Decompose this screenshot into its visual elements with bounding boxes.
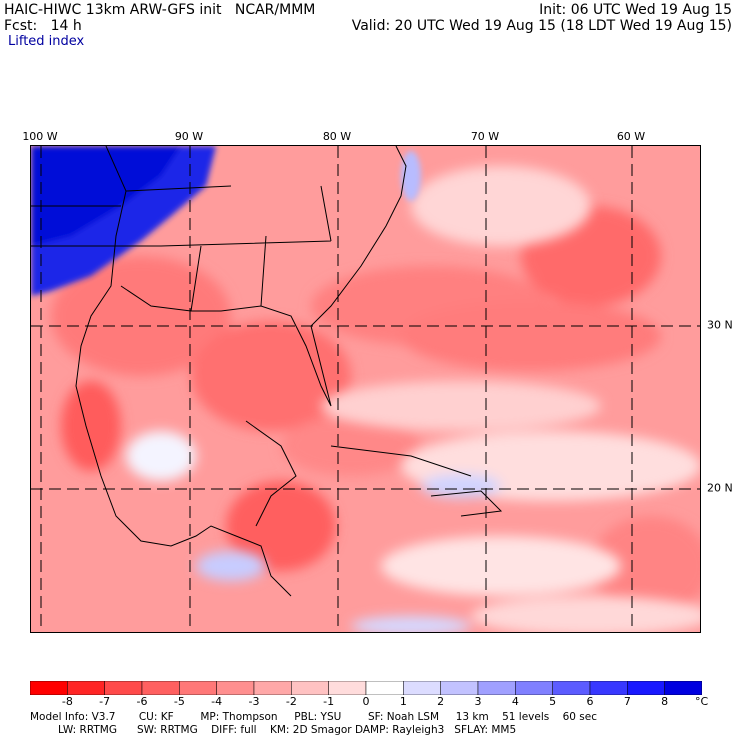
near-neutral-areas xyxy=(126,166,700,632)
stable-blue-region xyxy=(31,146,421,296)
colorbar-box xyxy=(440,681,479,695)
lon-label-60w: 60 W xyxy=(616,130,646,143)
colorbar-tick-label: 5 xyxy=(549,695,557,708)
model-info-line1: Model Info: V3.7 CU: KF MP: Thompson PBL… xyxy=(30,711,597,723)
colorbar-tick-label: -4 xyxy=(211,695,223,708)
colorbar-tick-label: -6 xyxy=(136,695,148,708)
colorbar-tick-label: -2 xyxy=(285,695,297,708)
colorbar-box xyxy=(216,681,255,695)
model-info-line2: LW: RRTMG SW: RRTMG DIFF: full KM: 2D Sm… xyxy=(58,724,517,736)
colorbar-box xyxy=(67,681,105,695)
colorbar-box xyxy=(328,681,367,695)
colorbar-box xyxy=(515,681,553,695)
lat-label-30n: 30 N xyxy=(707,318,733,332)
colorbar-box xyxy=(253,681,292,695)
colorbar-box xyxy=(664,681,702,695)
colorbar-box xyxy=(477,681,516,695)
colorbar-box xyxy=(589,681,628,695)
colorbar-tick-label: 3 xyxy=(474,695,482,708)
colorbar-tick-label: 1 xyxy=(399,695,407,708)
lon-label-100w: 100 W xyxy=(22,130,58,143)
colorbar-tick-label: 6 xyxy=(586,695,594,708)
colorbar-tick-label: -5 xyxy=(173,695,185,708)
colorbar xyxy=(30,681,702,695)
forecast-hour: Fcst: 14 h xyxy=(4,18,82,34)
colorbar-box xyxy=(104,681,143,695)
colorbar-box xyxy=(291,681,329,695)
valid-time: Valid: 20 UTC Wed 19 Aug 15 (18 LDT Wed … xyxy=(351,18,732,34)
colorbar-tick-label: 7 xyxy=(623,695,631,708)
colorbar-box xyxy=(179,681,217,695)
field-name: Lifted index xyxy=(8,34,85,49)
colorbar-tick-label: -1 xyxy=(323,695,335,708)
colorbar-box xyxy=(365,681,404,695)
colorbar-box xyxy=(627,681,665,695)
colorbar-tick-label: 4 xyxy=(511,695,519,708)
init-time: Init: 06 UTC Wed 19 Aug 15 xyxy=(539,2,732,18)
colorbar-tick-label: 8 xyxy=(661,695,669,708)
colorbar-tick-label: 2 xyxy=(437,695,445,708)
lon-label-70w: 70 W xyxy=(470,130,500,143)
colorbar-box xyxy=(403,681,441,695)
lifted-index-map xyxy=(30,145,701,633)
colorbar-box xyxy=(552,681,591,695)
lon-label-90w: 90 W xyxy=(174,130,204,143)
colorbar-unit: °C xyxy=(695,695,709,708)
colorbar-tick-label: 0 xyxy=(362,695,370,708)
model-title: HAIC-HIWC 13km ARW-GFS init NCAR/MMM xyxy=(4,2,316,18)
grid-lines xyxy=(31,146,700,632)
colorbar-box xyxy=(141,681,180,695)
colorbar-tick-label: -8 xyxy=(61,695,73,708)
colorbar-tick-label: -3 xyxy=(248,695,260,708)
colorbar-tick-label: -7 xyxy=(99,695,111,708)
lat-label-20n: 20 N xyxy=(707,481,733,495)
lon-label-80w: 80 W xyxy=(322,130,352,143)
coastline-and-borders xyxy=(31,146,503,597)
colorbar-box xyxy=(30,681,68,695)
